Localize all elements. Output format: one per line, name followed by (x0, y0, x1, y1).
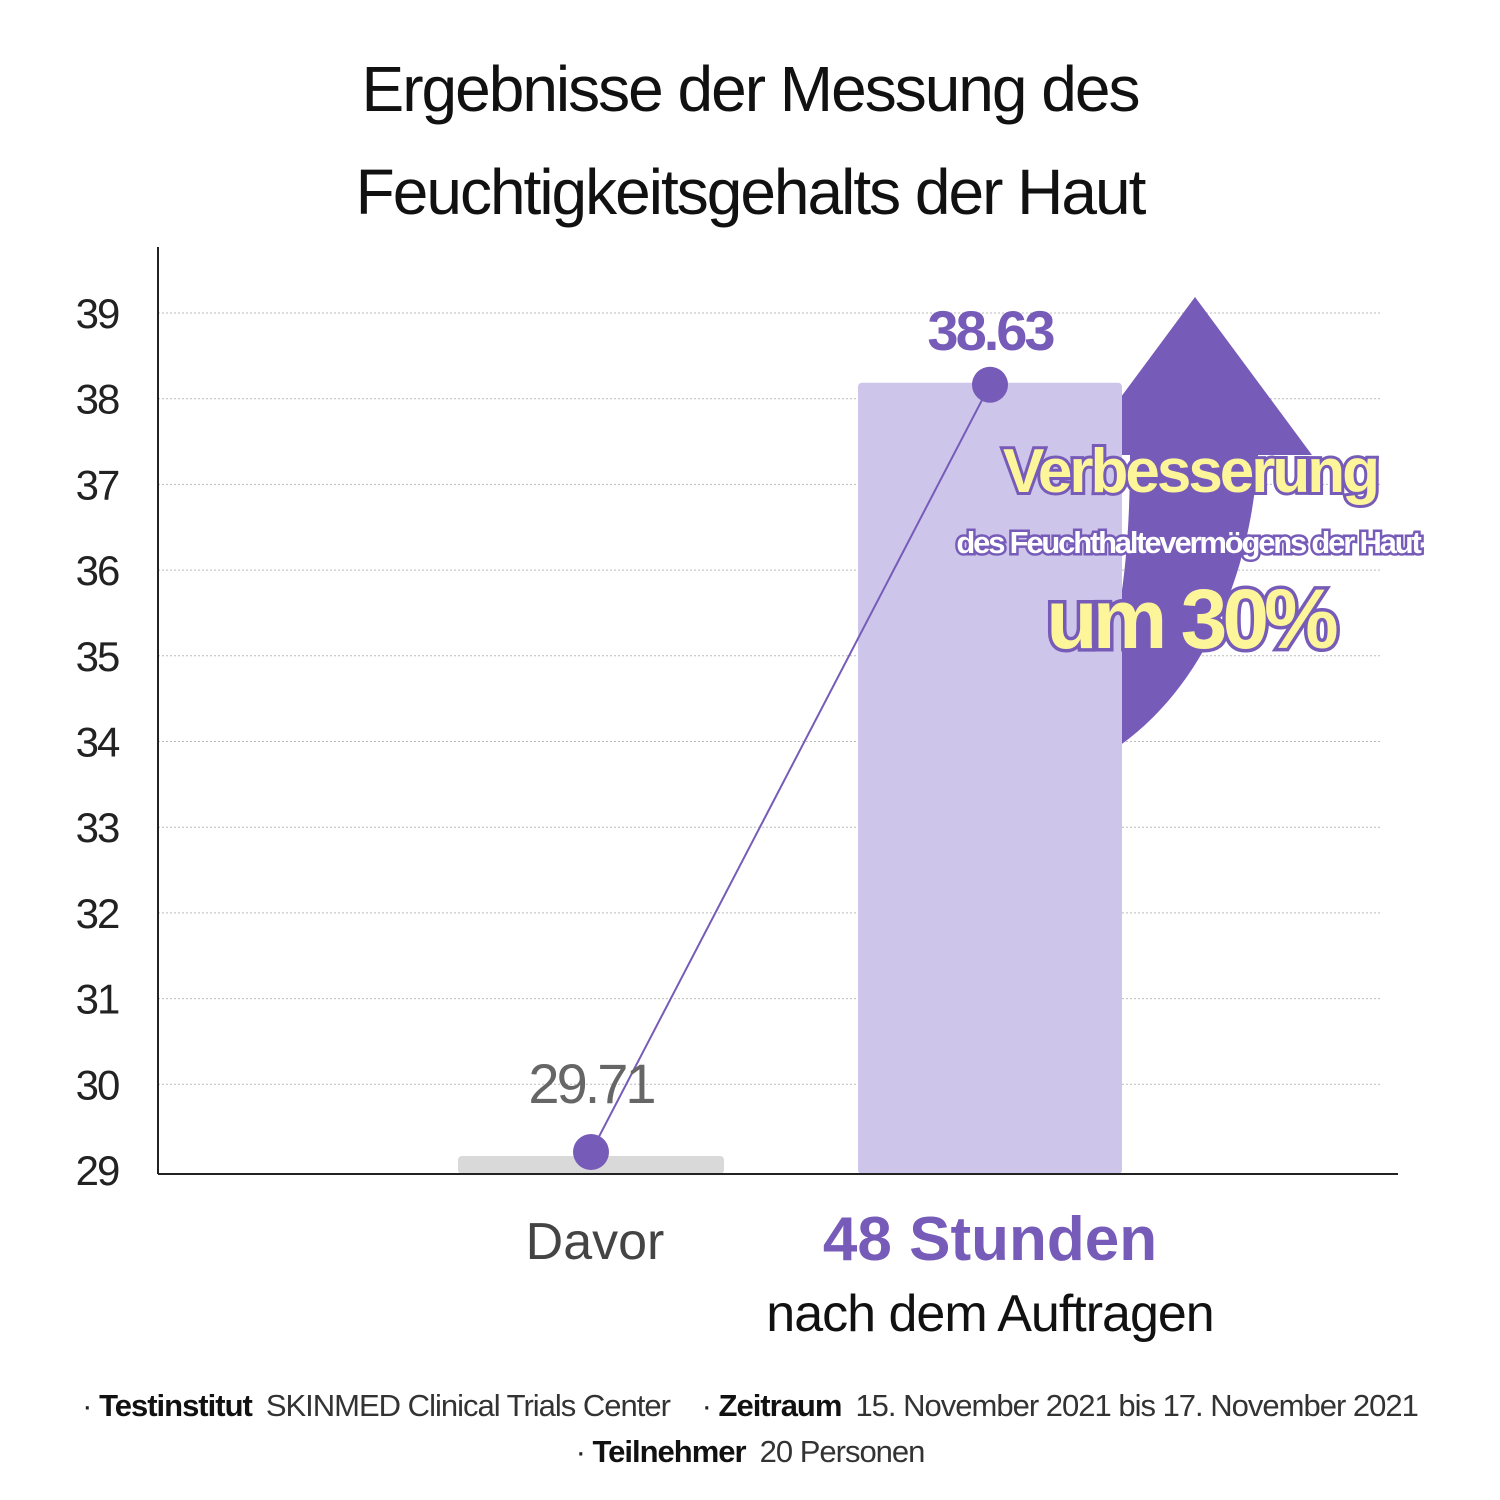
bullet: · (82, 1388, 92, 1423)
connecting-line (590, 384, 991, 1153)
y-tick-label: 37 (76, 461, 119, 508)
annotation-line-2: des Feuchthaltevermögens der Haut (956, 525, 1421, 560)
bar-1 (858, 382, 1122, 1175)
y-tick-label: 33 (76, 804, 119, 851)
y-tick-label: 32 (76, 890, 119, 937)
footer-row-2: · Teilnehmer 20 Personen (0, 1434, 1500, 1470)
footer-value-participants: 20 Personen (759, 1434, 926, 1469)
footer-value-period: 15. November 2021 bis 17. November 2021 (855, 1388, 1418, 1423)
bullet: · (701, 1388, 712, 1423)
annotation-line-3: um 30% (1046, 572, 1337, 666)
x-label-before: Davor (525, 1213, 665, 1271)
footer-label-institute: Testinstitut (99, 1388, 253, 1423)
y-tick-label: 39 (76, 290, 119, 337)
chart-title-line-1: Ergebnisse der Messung des (361, 53, 1141, 125)
x-label-after-line-2: nach dem Auftragen (766, 1285, 1214, 1343)
bullet: · (575, 1434, 586, 1469)
footer-value-institute: SKINMED Clinical Trials Center (265, 1388, 671, 1423)
y-tick-label: 34 (76, 719, 120, 766)
annotation-line-1: Verbesserung (1003, 437, 1377, 506)
y-tick-label: 36 (76, 547, 119, 594)
x-label-after-line-1: 48 Stunden (822, 1205, 1158, 1274)
footer-row-1: · Testinstitut SKINMED Clinical Trials Ce… (0, 1388, 1500, 1424)
y-tick-label: 31 (76, 976, 119, 1023)
data-label-after: 38.63 (927, 299, 1054, 362)
data-point-1 (972, 366, 1008, 403)
chart-title-line-2: Feuchtigkeitsgehalts der Haut (355, 156, 1147, 228)
data-point-0 (573, 1134, 609, 1170)
y-tick-label: 29 (76, 1147, 119, 1194)
y-tick-label: 38 (76, 376, 119, 423)
footer-label-period: Zeitraum (718, 1388, 843, 1423)
y-tick-label: 30 (76, 1061, 119, 1108)
data-label-before: 29.71 (528, 1052, 654, 1115)
footer-label-participants: Teilnehmer (592, 1434, 747, 1469)
y-tick-label: 35 (76, 633, 119, 680)
